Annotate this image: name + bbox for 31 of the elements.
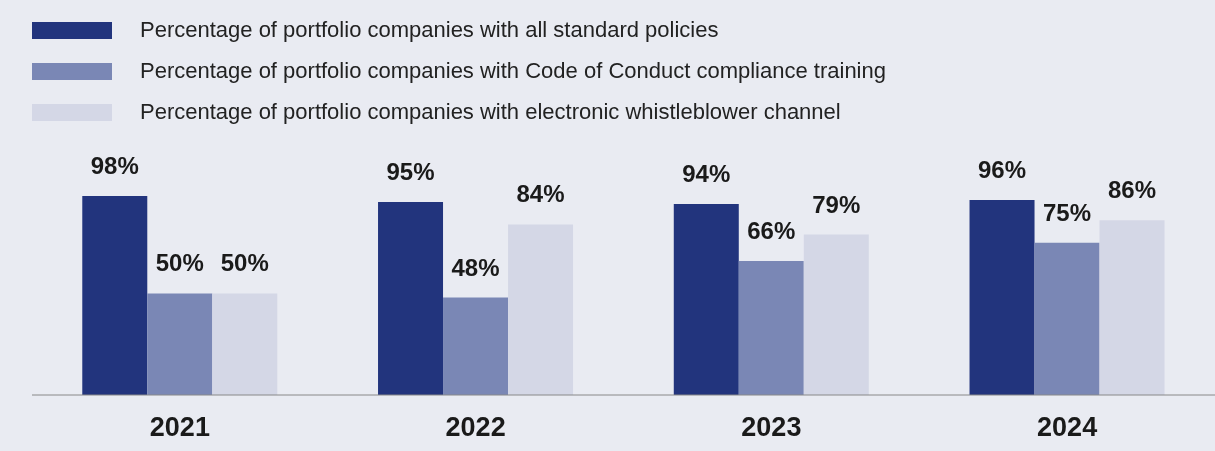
bar bbox=[738, 260, 804, 395]
data-label: 48% bbox=[451, 253, 500, 281]
bar bbox=[147, 293, 213, 395]
data-label: 79% bbox=[812, 190, 861, 218]
x-tick-label: 2024 bbox=[1037, 412, 1098, 443]
x-tick-label: 2023 bbox=[741, 412, 802, 443]
data-label: 86% bbox=[1108, 176, 1157, 204]
bar bbox=[508, 224, 574, 395]
data-label: 96% bbox=[978, 156, 1027, 184]
data-label: 50% bbox=[220, 249, 269, 277]
legend-label: Percentage of portfolio companies with all standard policies bbox=[140, 17, 719, 43]
bar bbox=[969, 200, 1035, 395]
data-label: 98% bbox=[90, 152, 139, 179]
data-label: 75% bbox=[1043, 198, 1092, 226]
data-label: 50% bbox=[155, 249, 204, 277]
legend-label: Percentage of portfolio companies with Code of Conduct compliance training bbox=[140, 58, 886, 84]
data-label: 95% bbox=[386, 158, 435, 186]
bar bbox=[212, 293, 278, 395]
bar bbox=[82, 196, 148, 395]
bar bbox=[673, 204, 739, 395]
bar bbox=[378, 202, 444, 395]
bar bbox=[803, 234, 869, 395]
bar bbox=[443, 297, 509, 395]
legend-label: Percentage of portfolio companies with electronic whistleblower channel bbox=[140, 99, 841, 125]
x-tick-label: 2022 bbox=[445, 412, 506, 443]
x-tick-label: 2021 bbox=[149, 412, 210, 443]
data-label: 84% bbox=[516, 180, 565, 208]
data-label: 94% bbox=[682, 160, 731, 188]
data-label: 66% bbox=[747, 216, 796, 244]
bar bbox=[1099, 220, 1165, 395]
bar bbox=[1034, 242, 1100, 395]
